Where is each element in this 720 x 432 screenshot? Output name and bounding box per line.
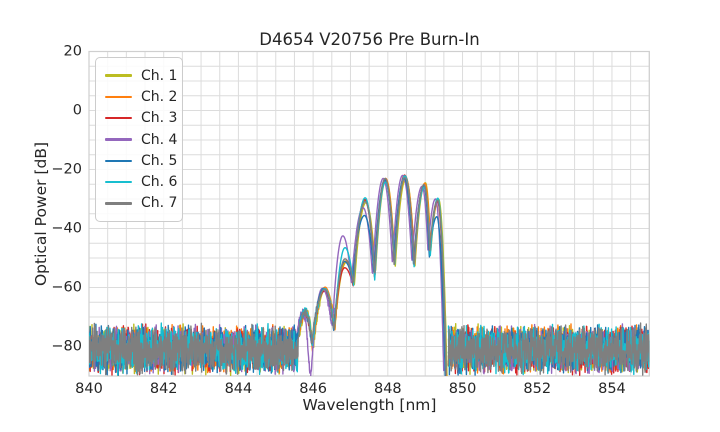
x-tick-label: 842 — [150, 381, 178, 397]
x-tick-label: 854 — [598, 381, 626, 397]
y-tick-label: −60 — [51, 280, 82, 296]
x-axis-label: Wavelength [nm] — [302, 396, 437, 414]
x-tick-label: 844 — [225, 381, 253, 397]
chart-title: D4654 V20756 Pre Burn-In — [259, 30, 480, 49]
legend-item: Ch. 5 — [105, 150, 178, 171]
legend-label: Ch. 7 — [141, 195, 178, 212]
y-tick-label: 20 — [64, 44, 82, 60]
legend-item: Ch. 6 — [105, 171, 178, 192]
legend-item: Ch. 1 — [105, 65, 178, 86]
legend-label: Ch. 2 — [141, 88, 178, 105]
legend-line-sample — [105, 138, 132, 141]
x-tick-label: 850 — [449, 381, 477, 397]
legend-line-sample — [105, 74, 132, 77]
legend-item: Ch. 4 — [105, 129, 178, 150]
y-tick-label: −80 — [51, 339, 82, 355]
legend-line-sample — [105, 116, 132, 120]
legend-label: Ch. 4 — [141, 131, 178, 148]
legend-line-sample — [105, 95, 132, 99]
legend-item: Ch. 3 — [105, 108, 178, 129]
x-tick-label: 852 — [523, 381, 551, 397]
legend-line-sample — [105, 159, 132, 163]
x-tick-label: 848 — [374, 381, 402, 397]
legend-item: Ch. 2 — [105, 86, 178, 107]
legend-item: Ch. 7 — [105, 193, 178, 214]
y-tick-label: −20 — [51, 162, 82, 178]
legend-label: Ch. 5 — [141, 152, 178, 169]
y-tick-label: 0 — [73, 103, 82, 119]
legend-label: Ch. 6 — [141, 174, 178, 191]
traces-group — [89, 174, 650, 376]
y-tick-label: −40 — [51, 221, 82, 237]
y-axis-label: Optical Power [dB] — [32, 141, 50, 287]
legend-line-sample — [105, 180, 132, 184]
x-tick-label: 846 — [299, 381, 327, 397]
legend: Ch. 1 Ch. 2 Ch. 3 Ch. 4 Ch. 5 Ch. 6 Ch. 7 — [95, 57, 183, 223]
channel-trace-ch-7 — [89, 177, 650, 376]
legend-line-sample — [105, 202, 132, 205]
axes-spines — [88, 50, 650, 377]
legend-label: Ch. 3 — [141, 110, 178, 127]
legend-label: Ch. 1 — [141, 67, 178, 84]
x-tick-label: 840 — [75, 381, 103, 397]
